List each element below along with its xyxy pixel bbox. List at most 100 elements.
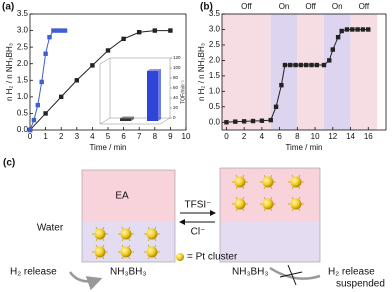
- water-phase: [220, 222, 320, 262]
- ea-phase: [82, 170, 175, 222]
- ligand: [298, 174, 301, 178]
- point: [105, 48, 111, 53]
- y-tick-label: 100: [173, 65, 181, 70]
- point: [27, 127, 33, 133]
- ligand: [102, 238, 105, 242]
- y-tick-label: 20: [173, 105, 179, 110]
- pt-cluster: [290, 198, 302, 210]
- y-tick-label: 1.5: [17, 75, 29, 84]
- x-tick-label: 1: [43, 132, 48, 141]
- point: [288, 62, 293, 68]
- point: [335, 35, 341, 40]
- x-tick-label: 2: [59, 132, 64, 141]
- pt-cluster: [146, 246, 158, 258]
- bar-top: [147, 69, 161, 71]
- point: [259, 118, 265, 123]
- ea-phase: [220, 168, 320, 222]
- pt-cluster: [262, 198, 274, 210]
- y-tick-label: 3.0: [17, 26, 29, 35]
- plot-frame: [221, 13, 387, 131]
- ligand: [95, 238, 98, 242]
- point: [90, 63, 95, 68]
- point: [327, 58, 332, 63]
- charts: 0 1 2 3 4 5 6 7 8 9 100.00.51.01.52.02.53.03.5Time…: [2, 2, 387, 152]
- y-tick-label: 0.0: [17, 125, 29, 134]
- y-tick-label: 2.0: [17, 59, 29, 68]
- point: [43, 111, 48, 116]
- x-tick-label: 4: [260, 132, 265, 141]
- y-tick-label: 80: [173, 75, 179, 80]
- cross: [287, 264, 297, 286]
- point: [314, 62, 320, 68]
- ligand: [102, 256, 105, 260]
- point: [55, 28, 60, 33]
- point: [224, 120, 229, 125]
- bar-top: [120, 116, 134, 119]
- ligand: [147, 226, 150, 230]
- point: [273, 104, 279, 109]
- y-tick-label: 40: [173, 95, 179, 100]
- pt-cluster: [120, 246, 132, 258]
- pt-cluster: [290, 176, 302, 188]
- ligand: [242, 196, 245, 200]
- ligand: [128, 256, 131, 260]
- point: [321, 62, 327, 68]
- release-label: suspended: [336, 279, 385, 290]
- ligand: [95, 226, 98, 230]
- ligand: [95, 256, 98, 260]
- point: [59, 94, 64, 100]
- cross: [279, 271, 303, 278]
- ligand: [102, 226, 105, 230]
- y-tick-label: 3.0: [209, 25, 221, 34]
- ligand: [128, 244, 131, 248]
- ligand: [298, 186, 301, 190]
- diagram: (c) EA Water TFSI⁻ Cl⁻ = Pt cluster H₂ r…: [3, 158, 385, 291]
- y-axis-label: n H₂ / n NH₃BH₃: [197, 43, 206, 101]
- y-tick-label: 1.0: [17, 92, 29, 101]
- x-tick-label: 16: [364, 132, 373, 141]
- pt-cluster: [262, 176, 274, 188]
- point: [366, 27, 371, 32]
- pt-cluster: [94, 228, 106, 240]
- point: [350, 27, 355, 32]
- x-axis-label: Time / min: [285, 143, 322, 152]
- point: [43, 51, 48, 56]
- ligand: [235, 186, 238, 190]
- pt-cluster: [94, 246, 106, 258]
- point: [31, 117, 37, 123]
- point: [35, 102, 40, 108]
- ligand: [235, 196, 238, 200]
- point: [250, 118, 256, 124]
- x-tick-label: 0: [224, 132, 229, 141]
- release-label: H₂ release: [328, 267, 375, 278]
- point: [47, 35, 52, 40]
- x-tick-label: 7: [137, 132, 142, 141]
- x-tick-label: 6: [277, 132, 282, 141]
- point: [121, 36, 126, 42]
- point: [59, 28, 64, 33]
- y-tick-label: 2.5: [17, 42, 29, 51]
- ligand: [298, 208, 301, 212]
- x-tick-label: 0: [28, 132, 33, 141]
- inset-frame: [99, 57, 171, 125]
- ligand: [291, 208, 294, 212]
- y-tick-label: 60: [173, 85, 179, 90]
- ligand: [263, 174, 266, 178]
- ligand: [147, 238, 150, 242]
- release-label: H₂ release: [10, 267, 57, 278]
- panel-label: (a): [2, 2, 14, 13]
- point: [298, 62, 304, 68]
- point: [51, 28, 56, 33]
- ligand: [270, 208, 273, 212]
- ligand: [235, 208, 238, 212]
- ligand: [154, 256, 157, 260]
- point: [268, 117, 273, 123]
- point: [293, 62, 298, 68]
- ligand: [147, 244, 150, 248]
- y-tick-label: 2.0: [209, 56, 221, 65]
- point: [39, 79, 44, 85]
- point: [360, 27, 366, 32]
- y-axis-label: TOF/min⁻¹: [180, 80, 186, 104]
- ligand: [102, 244, 105, 248]
